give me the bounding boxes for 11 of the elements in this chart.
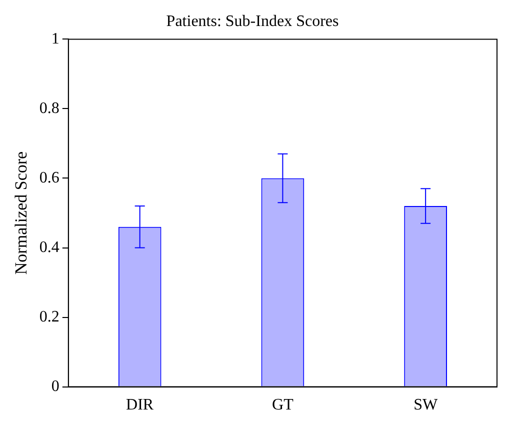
x-tick-label: DIR <box>126 396 154 414</box>
x-tick-label: GT <box>272 396 294 414</box>
chart-title: Patients: Sub-Index Scores <box>166 12 339 30</box>
y-tick-label: 0.8 <box>39 100 60 117</box>
y-tick-label: 1 <box>51 30 60 48</box>
x-tick-label: SW <box>414 396 438 414</box>
y-tick-label: 0.2 <box>39 308 60 326</box>
y-tick-label: 0.6 <box>39 169 60 186</box>
y-tick-label: 0 <box>51 378 60 396</box>
y-axis-title: Normalized Score <box>12 151 31 275</box>
y-tick-label: 0.4 <box>39 238 60 256</box>
